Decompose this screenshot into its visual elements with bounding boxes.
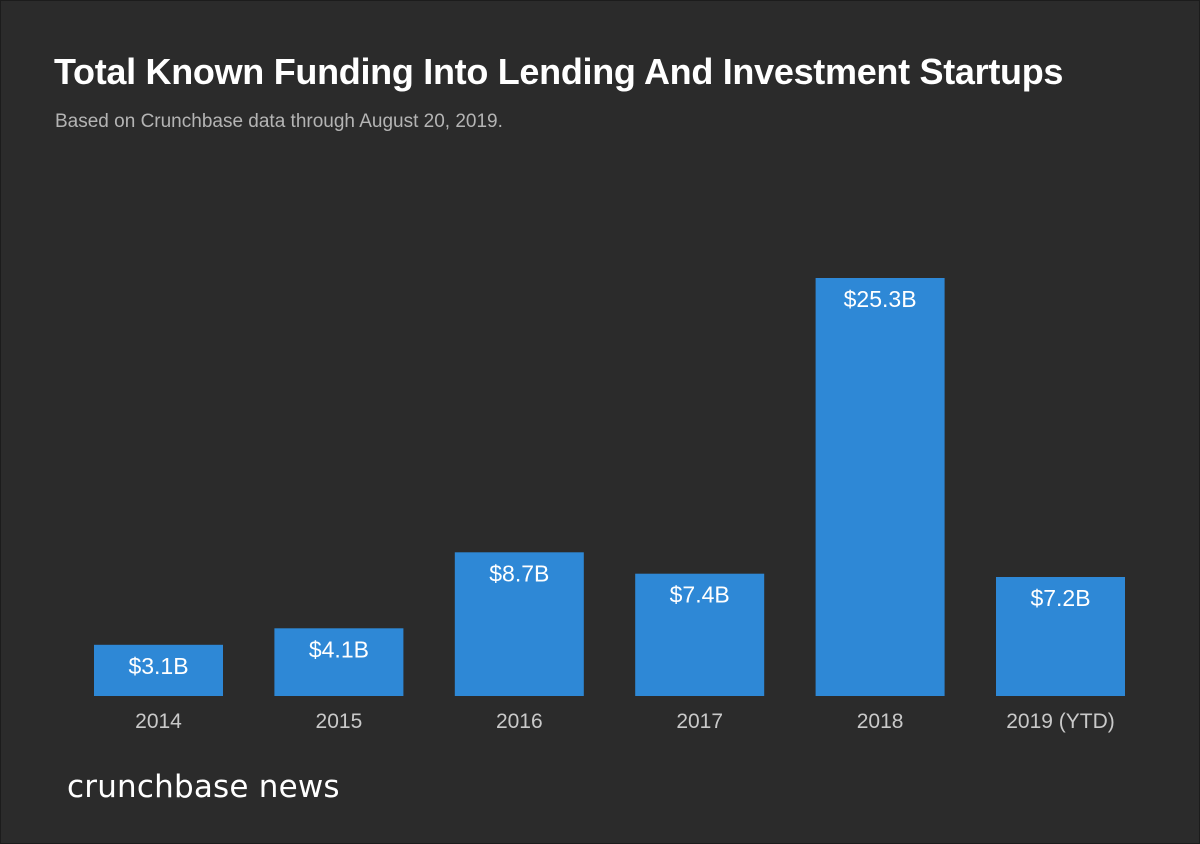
data-label: $4.1B [309,636,369,662]
x-tick-label: 2018 [857,710,904,733]
bar-2014 [94,644,223,696]
x-tick-label: 2016 [496,710,543,733]
chart-subtitle: Based on Crunchbase data through August … [55,111,503,132]
bar-2017 [635,573,765,696]
bar-2019-ytd [996,577,1125,696]
bar-2016 [454,552,584,696]
bar-2015 [274,628,404,696]
brand-logo: crunchbase news [67,769,340,805]
data-label: $7.2B [1030,585,1090,611]
data-label: $3.1B [128,653,188,679]
data-labels-group: $3.1B $4.1B $8.7B $7.4B $25.3B $7.2B [128,286,1090,679]
data-label: $8.7B [489,560,549,586]
bar-2018 [815,278,945,696]
data-label: $25.3B [844,286,917,312]
x-tick-label: 2017 [676,710,723,733]
chart-title: Total Known Funding Into Lending And Inv… [54,51,1064,92]
bars-group [94,278,1125,696]
x-tick-label: 2019 (YTD) [1006,710,1115,733]
bar-chart: $3.1B $4.1B $8.7B $7.4B $25.3B $7.2B 2014 2015… [94,278,1125,733]
x-tick-label: 2015 [316,710,363,733]
x-axis-ticks: 2014 2015 2016 2017 2018 2019 (YTD) [135,710,1115,733]
x-tick-label: 2014 [135,710,182,733]
data-label: $7.4B [670,582,730,608]
